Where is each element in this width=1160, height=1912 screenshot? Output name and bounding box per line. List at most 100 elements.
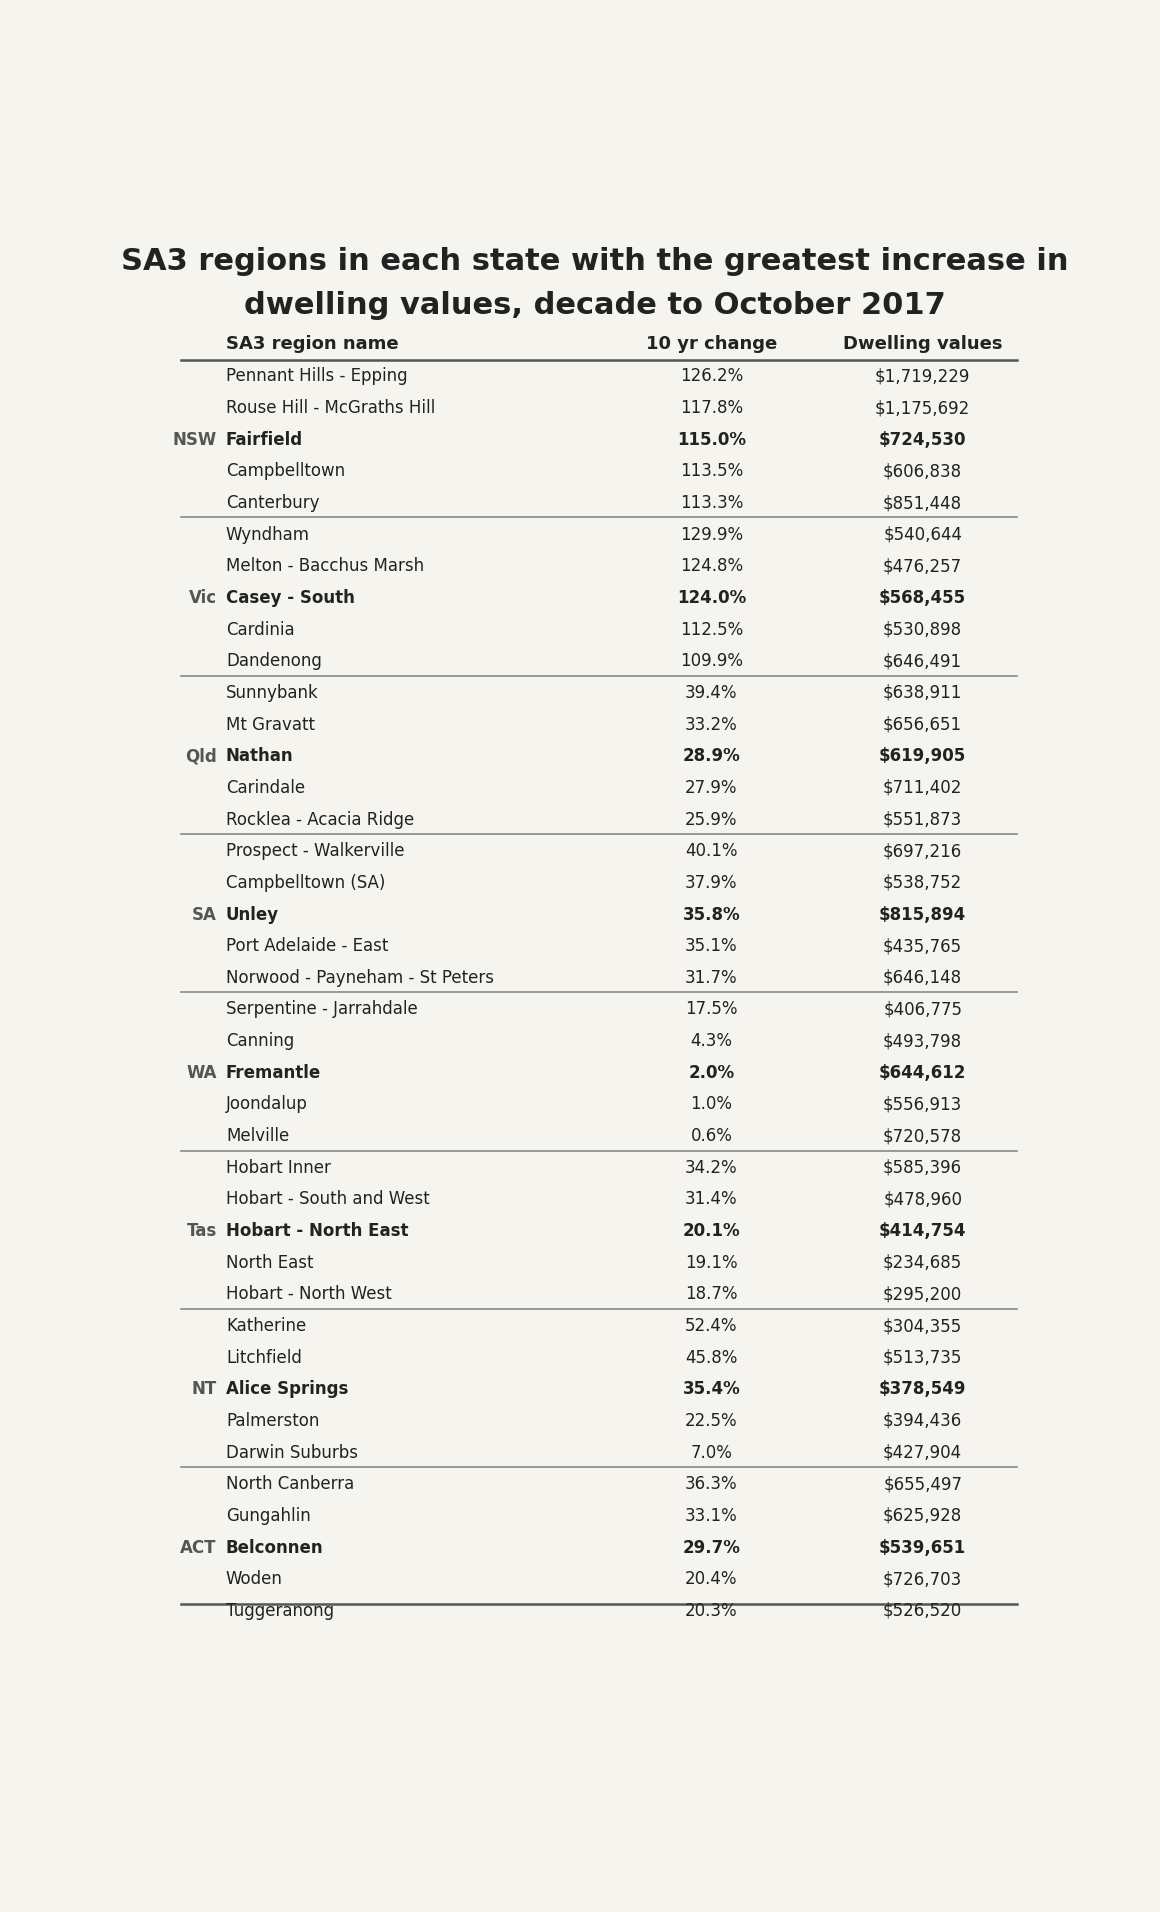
Text: $646,148: $646,148 (883, 969, 962, 987)
Text: $493,798: $493,798 (883, 1032, 962, 1050)
Text: $655,497: $655,497 (883, 1476, 962, 1493)
Text: Rouse Hill - McGraths Hill: Rouse Hill - McGraths Hill (226, 400, 435, 417)
Text: $606,838: $606,838 (883, 463, 962, 480)
Text: $697,216: $697,216 (883, 841, 963, 860)
Text: Hobart Inner: Hobart Inner (226, 1159, 331, 1176)
Text: 52.4%: 52.4% (686, 1317, 738, 1335)
Text: 17.5%: 17.5% (686, 1000, 738, 1019)
Text: $568,455: $568,455 (879, 589, 966, 606)
Text: 35.1%: 35.1% (686, 937, 738, 956)
Text: ACT: ACT (181, 1539, 217, 1556)
Text: Casey - South: Casey - South (226, 589, 355, 606)
Text: SA: SA (193, 906, 217, 923)
Text: $815,894: $815,894 (879, 906, 966, 923)
Text: $638,911: $638,911 (883, 684, 963, 702)
Text: $414,754: $414,754 (879, 1222, 966, 1241)
Text: Mt Gravatt: Mt Gravatt (226, 715, 314, 734)
Text: dwelling values, decade to October 2017: dwelling values, decade to October 2017 (244, 291, 945, 321)
Text: 117.8%: 117.8% (680, 400, 742, 417)
Text: 7.0%: 7.0% (690, 1444, 732, 1461)
Text: Wyndham: Wyndham (226, 526, 310, 543)
Text: 129.9%: 129.9% (680, 526, 742, 543)
Text: $478,960: $478,960 (883, 1191, 962, 1208)
Text: $295,200: $295,200 (883, 1285, 963, 1304)
Text: 124.8%: 124.8% (680, 556, 742, 576)
Text: 40.1%: 40.1% (686, 841, 738, 860)
Text: $585,396: $585,396 (883, 1159, 962, 1176)
Text: Vic: Vic (189, 589, 217, 606)
Text: Carindale: Carindale (226, 778, 305, 797)
Text: 115.0%: 115.0% (677, 430, 746, 449)
Text: $526,520: $526,520 (883, 1602, 963, 1619)
Text: 109.9%: 109.9% (680, 652, 742, 671)
Text: 35.4%: 35.4% (682, 1380, 740, 1398)
Text: 31.7%: 31.7% (686, 969, 738, 987)
Text: Unley: Unley (226, 906, 280, 923)
Text: 33.1%: 33.1% (686, 1507, 738, 1526)
Text: Hobart - North East: Hobart - North East (226, 1222, 408, 1241)
Text: Rocklea - Acacia Ridge: Rocklea - Acacia Ridge (226, 811, 414, 828)
Text: Port Adelaide - East: Port Adelaide - East (226, 937, 389, 956)
Text: $851,448: $851,448 (883, 493, 962, 512)
Text: 39.4%: 39.4% (686, 684, 738, 702)
Text: Hobart - North West: Hobart - North West (226, 1285, 392, 1304)
Text: 27.9%: 27.9% (686, 778, 738, 797)
Text: $304,355: $304,355 (883, 1317, 963, 1335)
Text: Qld: Qld (186, 748, 217, 765)
Text: $644,612: $644,612 (879, 1063, 966, 1082)
Text: $540,644: $540,644 (883, 526, 962, 543)
Text: 31.4%: 31.4% (686, 1191, 738, 1208)
Text: 33.2%: 33.2% (686, 715, 738, 734)
Text: 10 yr change: 10 yr change (646, 335, 777, 354)
Text: Campbelltown (SA): Campbelltown (SA) (226, 874, 385, 891)
Text: 29.7%: 29.7% (682, 1539, 740, 1556)
Text: 37.9%: 37.9% (686, 874, 738, 891)
Text: Tuggeranong: Tuggeranong (226, 1602, 334, 1619)
Text: NT: NT (191, 1380, 217, 1398)
Text: Hobart - South and West: Hobart - South and West (226, 1191, 429, 1208)
Text: Canterbury: Canterbury (226, 493, 319, 512)
Text: 35.8%: 35.8% (682, 906, 740, 923)
Text: $427,904: $427,904 (883, 1444, 962, 1461)
Text: 36.3%: 36.3% (686, 1476, 738, 1493)
Text: WA: WA (187, 1063, 217, 1082)
Text: 2.0%: 2.0% (688, 1063, 734, 1082)
Text: Joondalup: Joondalup (226, 1096, 307, 1113)
Text: Norwood - Payneham - St Peters: Norwood - Payneham - St Peters (226, 969, 494, 987)
Text: Prospect - Walkerville: Prospect - Walkerville (226, 841, 405, 860)
Text: $656,651: $656,651 (883, 715, 962, 734)
Text: $1,175,692: $1,175,692 (875, 400, 970, 417)
Text: Belconnen: Belconnen (226, 1539, 324, 1556)
Text: Melville: Melville (226, 1126, 289, 1145)
Text: Woden: Woden (226, 1570, 283, 1589)
Text: $513,735: $513,735 (883, 1348, 963, 1367)
Text: North Canberra: North Canberra (226, 1476, 354, 1493)
Text: Pennant Hills - Epping: Pennant Hills - Epping (226, 367, 407, 386)
Text: $619,905: $619,905 (879, 748, 966, 765)
Text: 18.7%: 18.7% (686, 1285, 738, 1304)
Text: Dandenong: Dandenong (226, 652, 321, 671)
Text: 20.1%: 20.1% (682, 1222, 740, 1241)
Text: $724,530: $724,530 (879, 430, 966, 449)
Text: $530,898: $530,898 (883, 621, 962, 639)
Text: Nathan: Nathan (226, 748, 293, 765)
Text: $720,578: $720,578 (883, 1126, 962, 1145)
Text: 4.3%: 4.3% (690, 1032, 732, 1050)
Text: 1.0%: 1.0% (690, 1096, 732, 1113)
Text: $711,402: $711,402 (883, 778, 963, 797)
Text: Melton - Bacchus Marsh: Melton - Bacchus Marsh (226, 556, 425, 576)
Text: Campbelltown: Campbelltown (226, 463, 345, 480)
Text: Fairfield: Fairfield (226, 430, 303, 449)
Text: $551,873: $551,873 (883, 811, 963, 828)
Text: Palmerston: Palmerston (226, 1411, 319, 1430)
Text: 126.2%: 126.2% (680, 367, 744, 386)
Text: 20.4%: 20.4% (686, 1570, 738, 1589)
Text: Dwelling values: Dwelling values (843, 335, 1002, 354)
Text: 19.1%: 19.1% (686, 1254, 738, 1271)
Text: 22.5%: 22.5% (686, 1411, 738, 1430)
Text: North East: North East (226, 1254, 313, 1271)
Text: 113.3%: 113.3% (680, 493, 744, 512)
Text: 112.5%: 112.5% (680, 621, 744, 639)
Text: $539,651: $539,651 (879, 1539, 966, 1556)
Text: SA3 regions in each state with the greatest increase in: SA3 regions in each state with the great… (121, 247, 1068, 275)
